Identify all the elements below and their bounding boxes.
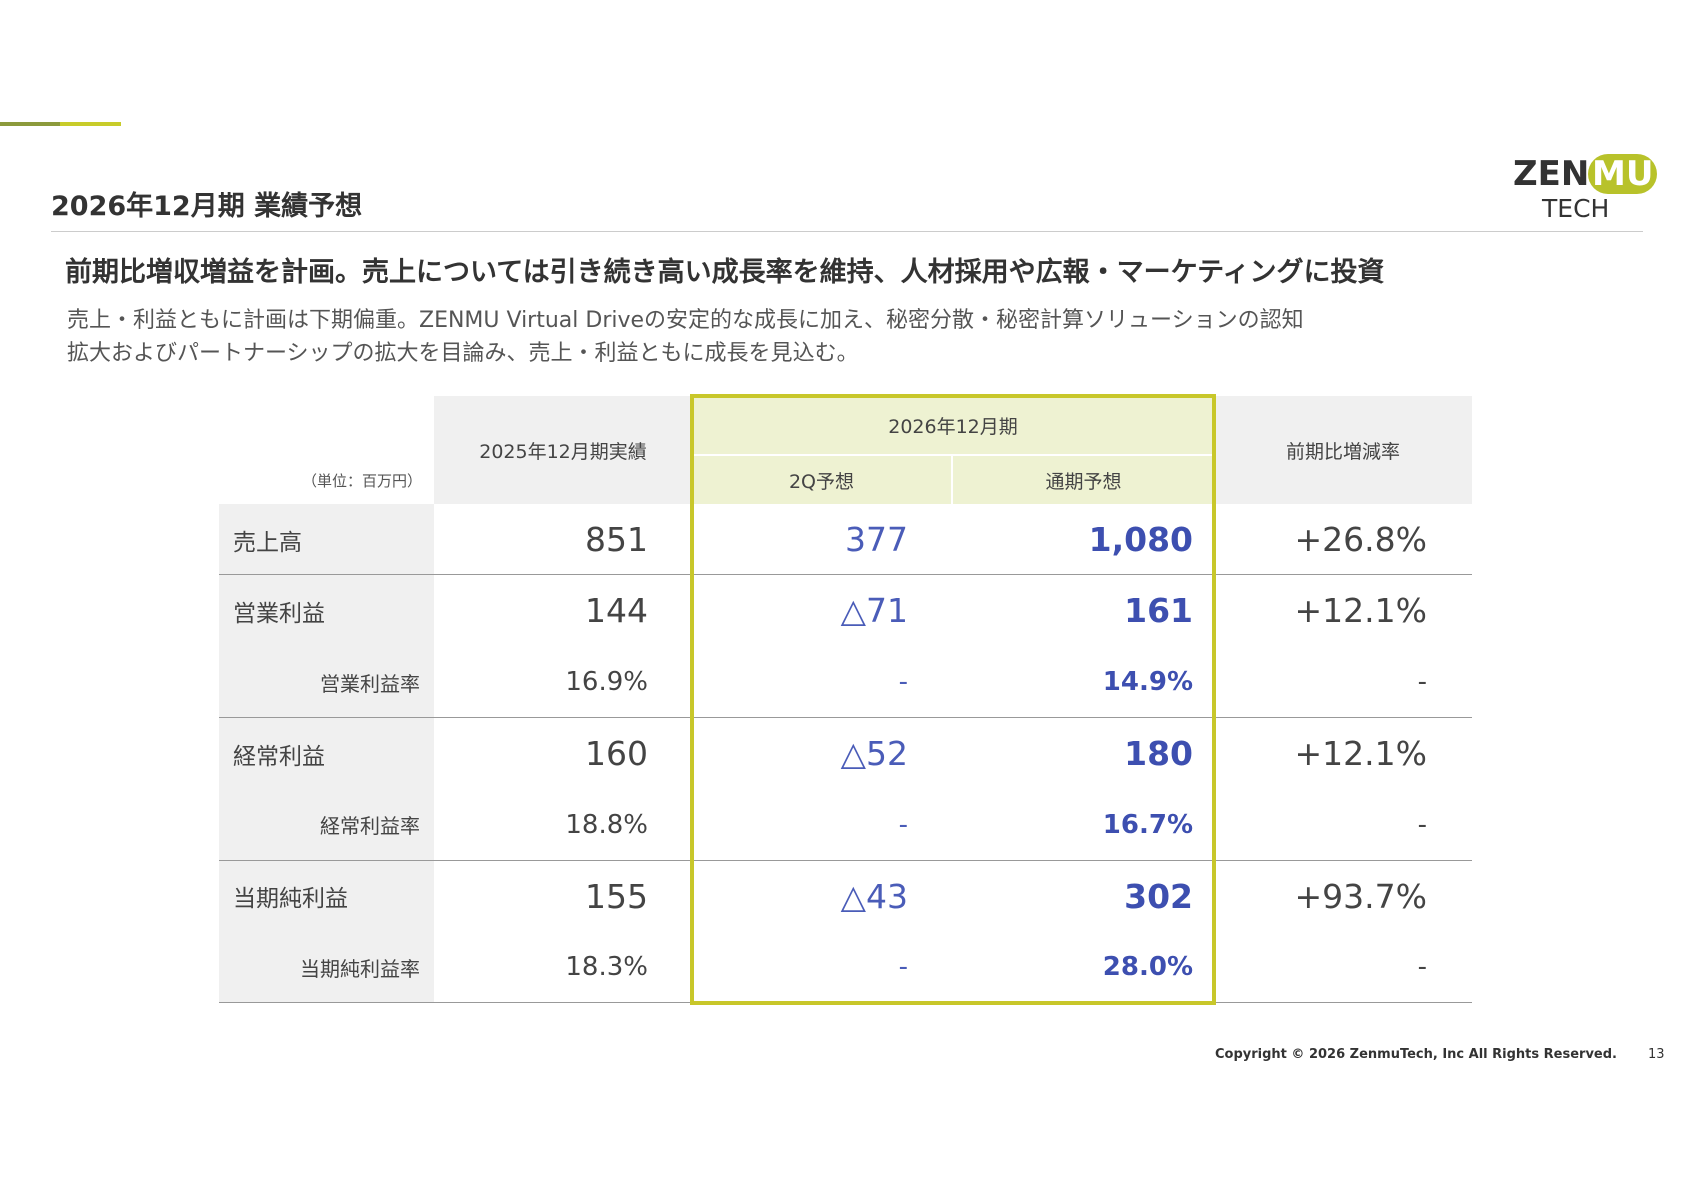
- header-q2: 2Q予想: [692, 456, 953, 504]
- row-separator: [219, 716, 1472, 718]
- title: 2026年12月期 業績予想: [51, 191, 363, 222]
- cell-value: -: [1417, 952, 1427, 983]
- row-label: 営業利益率: [219, 646, 434, 718]
- row-label: 当期純利益: [219, 860, 434, 932]
- cell-value: +93.7%: [1294, 876, 1427, 916]
- row-label: 当期純利益率: [219, 931, 434, 1004]
- header-bg: 2025年12月期実績: [434, 396, 692, 504]
- cell-value: 180: [1124, 734, 1193, 774]
- row-separator: [219, 574, 1472, 576]
- header-bg: 前期比増減率: [1214, 396, 1472, 504]
- header-full: 通期予想: [953, 456, 1214, 504]
- logo-zen: ZEN: [1513, 154, 1590, 194]
- cell-value: △43: [840, 876, 908, 916]
- cell-value: 14.9%: [1102, 667, 1193, 698]
- logo-tech: TECH: [1542, 194, 1610, 223]
- cell-value: 160: [585, 734, 648, 774]
- cell-value: +12.1%: [1294, 591, 1427, 631]
- body-line: 売上・利益ともに計画は下期偏重。ZENMU Virtual Driveの安定的な…: [67, 308, 1304, 333]
- divider: [51, 231, 1643, 232]
- row-label: 経常利益率: [219, 789, 434, 861]
- logo: ZEN MU TECH: [1508, 154, 1658, 224]
- cell-value: 28.0%: [1102, 952, 1193, 983]
- copyright: Copyright © 2026 ZenmuTech, Inc All Righ…: [1215, 1047, 1617, 1062]
- cell-value: △71: [840, 591, 908, 631]
- headline: 前期比増収増益を計画。売上については引き続き高い成長率を維持、人材採用や広報・マ…: [65, 257, 1385, 288]
- accent-light: [60, 122, 121, 126]
- body-line: 拡大およびパートナーシップの拡大を目論み、売上・利益ともに成長を見込む。: [67, 341, 859, 366]
- header-period: 2026年12月期: [692, 396, 1214, 456]
- cell-value: 302: [1124, 876, 1193, 916]
- row-label: 売上高: [219, 504, 434, 576]
- page-number: 13: [1648, 1047, 1665, 1062]
- cell-value: 18.3%: [565, 952, 648, 983]
- accent-dark: [0, 122, 60, 126]
- cell-value: -: [1417, 667, 1427, 698]
- cell-value: 155: [585, 876, 648, 916]
- cell-value: 161: [1124, 591, 1193, 631]
- cell-value: -: [898, 809, 908, 840]
- cell-value: -: [898, 952, 908, 983]
- cell-value: 18.8%: [565, 809, 648, 840]
- cell-value: +26.8%: [1294, 520, 1427, 560]
- highlight-box: [690, 394, 1216, 1006]
- row-separator: [219, 859, 1472, 861]
- cell-value: -: [1417, 809, 1427, 840]
- unit-label: （単位：百万円）: [301, 471, 422, 490]
- logo-mu: MU: [1588, 154, 1658, 194]
- row-label: 営業利益: [219, 575, 434, 647]
- cell-value: +12.1%: [1294, 734, 1427, 774]
- cell-value: 851: [585, 520, 648, 560]
- cell-value: △52: [840, 734, 908, 774]
- cell-value: -: [898, 667, 908, 698]
- row-label: 経常利益: [219, 717, 434, 790]
- cell-value: 16.7%: [1102, 809, 1193, 840]
- cell-value: 144: [585, 591, 648, 631]
- cell-value: 1,080: [1088, 520, 1193, 560]
- cell-value: 377: [845, 520, 908, 560]
- cell-value: 16.9%: [565, 667, 648, 698]
